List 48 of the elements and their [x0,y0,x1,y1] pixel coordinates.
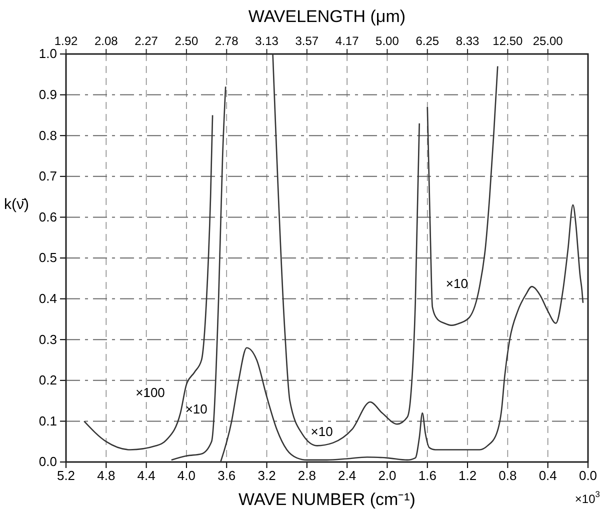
y-tick-label: 0.5 [38,250,57,266]
annotation: ×10 [310,424,333,440]
wavelength-scale-label: 25.00 [532,34,563,54]
line-series [83,114,214,450]
wavelength-scale-label: 6.25 [416,34,440,54]
x-tick-label: 4.0 [177,468,196,484]
x-tick-label: 2.0 [378,468,396,484]
x-tick-label: 4.8 [97,468,116,484]
x-tick-label: 3.6 [218,468,236,484]
y-tick-label: 0.1 [38,413,57,428]
line-series [220,204,584,463]
x-tick-label: 2.8 [298,468,316,484]
x-tick-label: 1.2 [458,468,477,484]
x-tick-label: 5.2 [56,468,76,484]
wavelength-scale-label: 2.08 [94,34,118,54]
x-tick-label: 0.0 [578,468,598,484]
text: ×10$^{3}$ [574,489,600,506]
line-series [426,66,498,326]
y-axis-title: k(ν̄) [4,196,29,214]
x-axis-title: WAVE NUMBER (cm⁻¹) [238,490,416,509]
annotation: ×10 [185,402,208,417]
y-tick-label: 0.8 [38,128,57,143]
annotation: ×100 [136,385,165,400]
x-tick-label: 0.4 [538,468,557,484]
annotation: ×10 [446,276,468,292]
x2-axis-title: WAVELENGTH (μm) [248,7,406,26]
y-tick-label: 0.0 [38,454,57,470]
wavelength-scale-label: 5.00 [376,34,399,54]
x-tick-label: 3.2 [258,468,276,484]
wavelength-scale-label: 3.57 [295,34,319,54]
y-tick-label: 1.0 [38,46,57,62]
wavelength-scale-label: 2.50 [174,34,198,54]
y-tick-label: 0.4 [38,290,57,306]
x-tick-label: 0.8 [498,468,517,484]
wavelength-scale-label: 2.27 [134,34,158,54]
wavelength-scale-label: 2.78 [214,34,238,54]
x-tick-label: 2.4 [338,468,356,484]
wavelength-scale-label: 3.13 [255,34,278,54]
y-tick-label: 0.2 [38,372,57,388]
wavelength-scale-label: 4.17 [335,34,359,54]
x-tick-label: 1.6 [418,468,436,484]
y-tick-label: 0.9 [38,86,57,102]
y-tick-label: 0.6 [38,209,57,224]
y-tick-label: 0.7 [38,168,57,184]
y-tick-label: 0.3 [38,332,57,347]
x-tick-label: 4.4 [137,468,156,484]
wavelength-scale-label: 12.50 [492,34,523,54]
wavelength-scale-label: 8.33 [456,34,480,54]
